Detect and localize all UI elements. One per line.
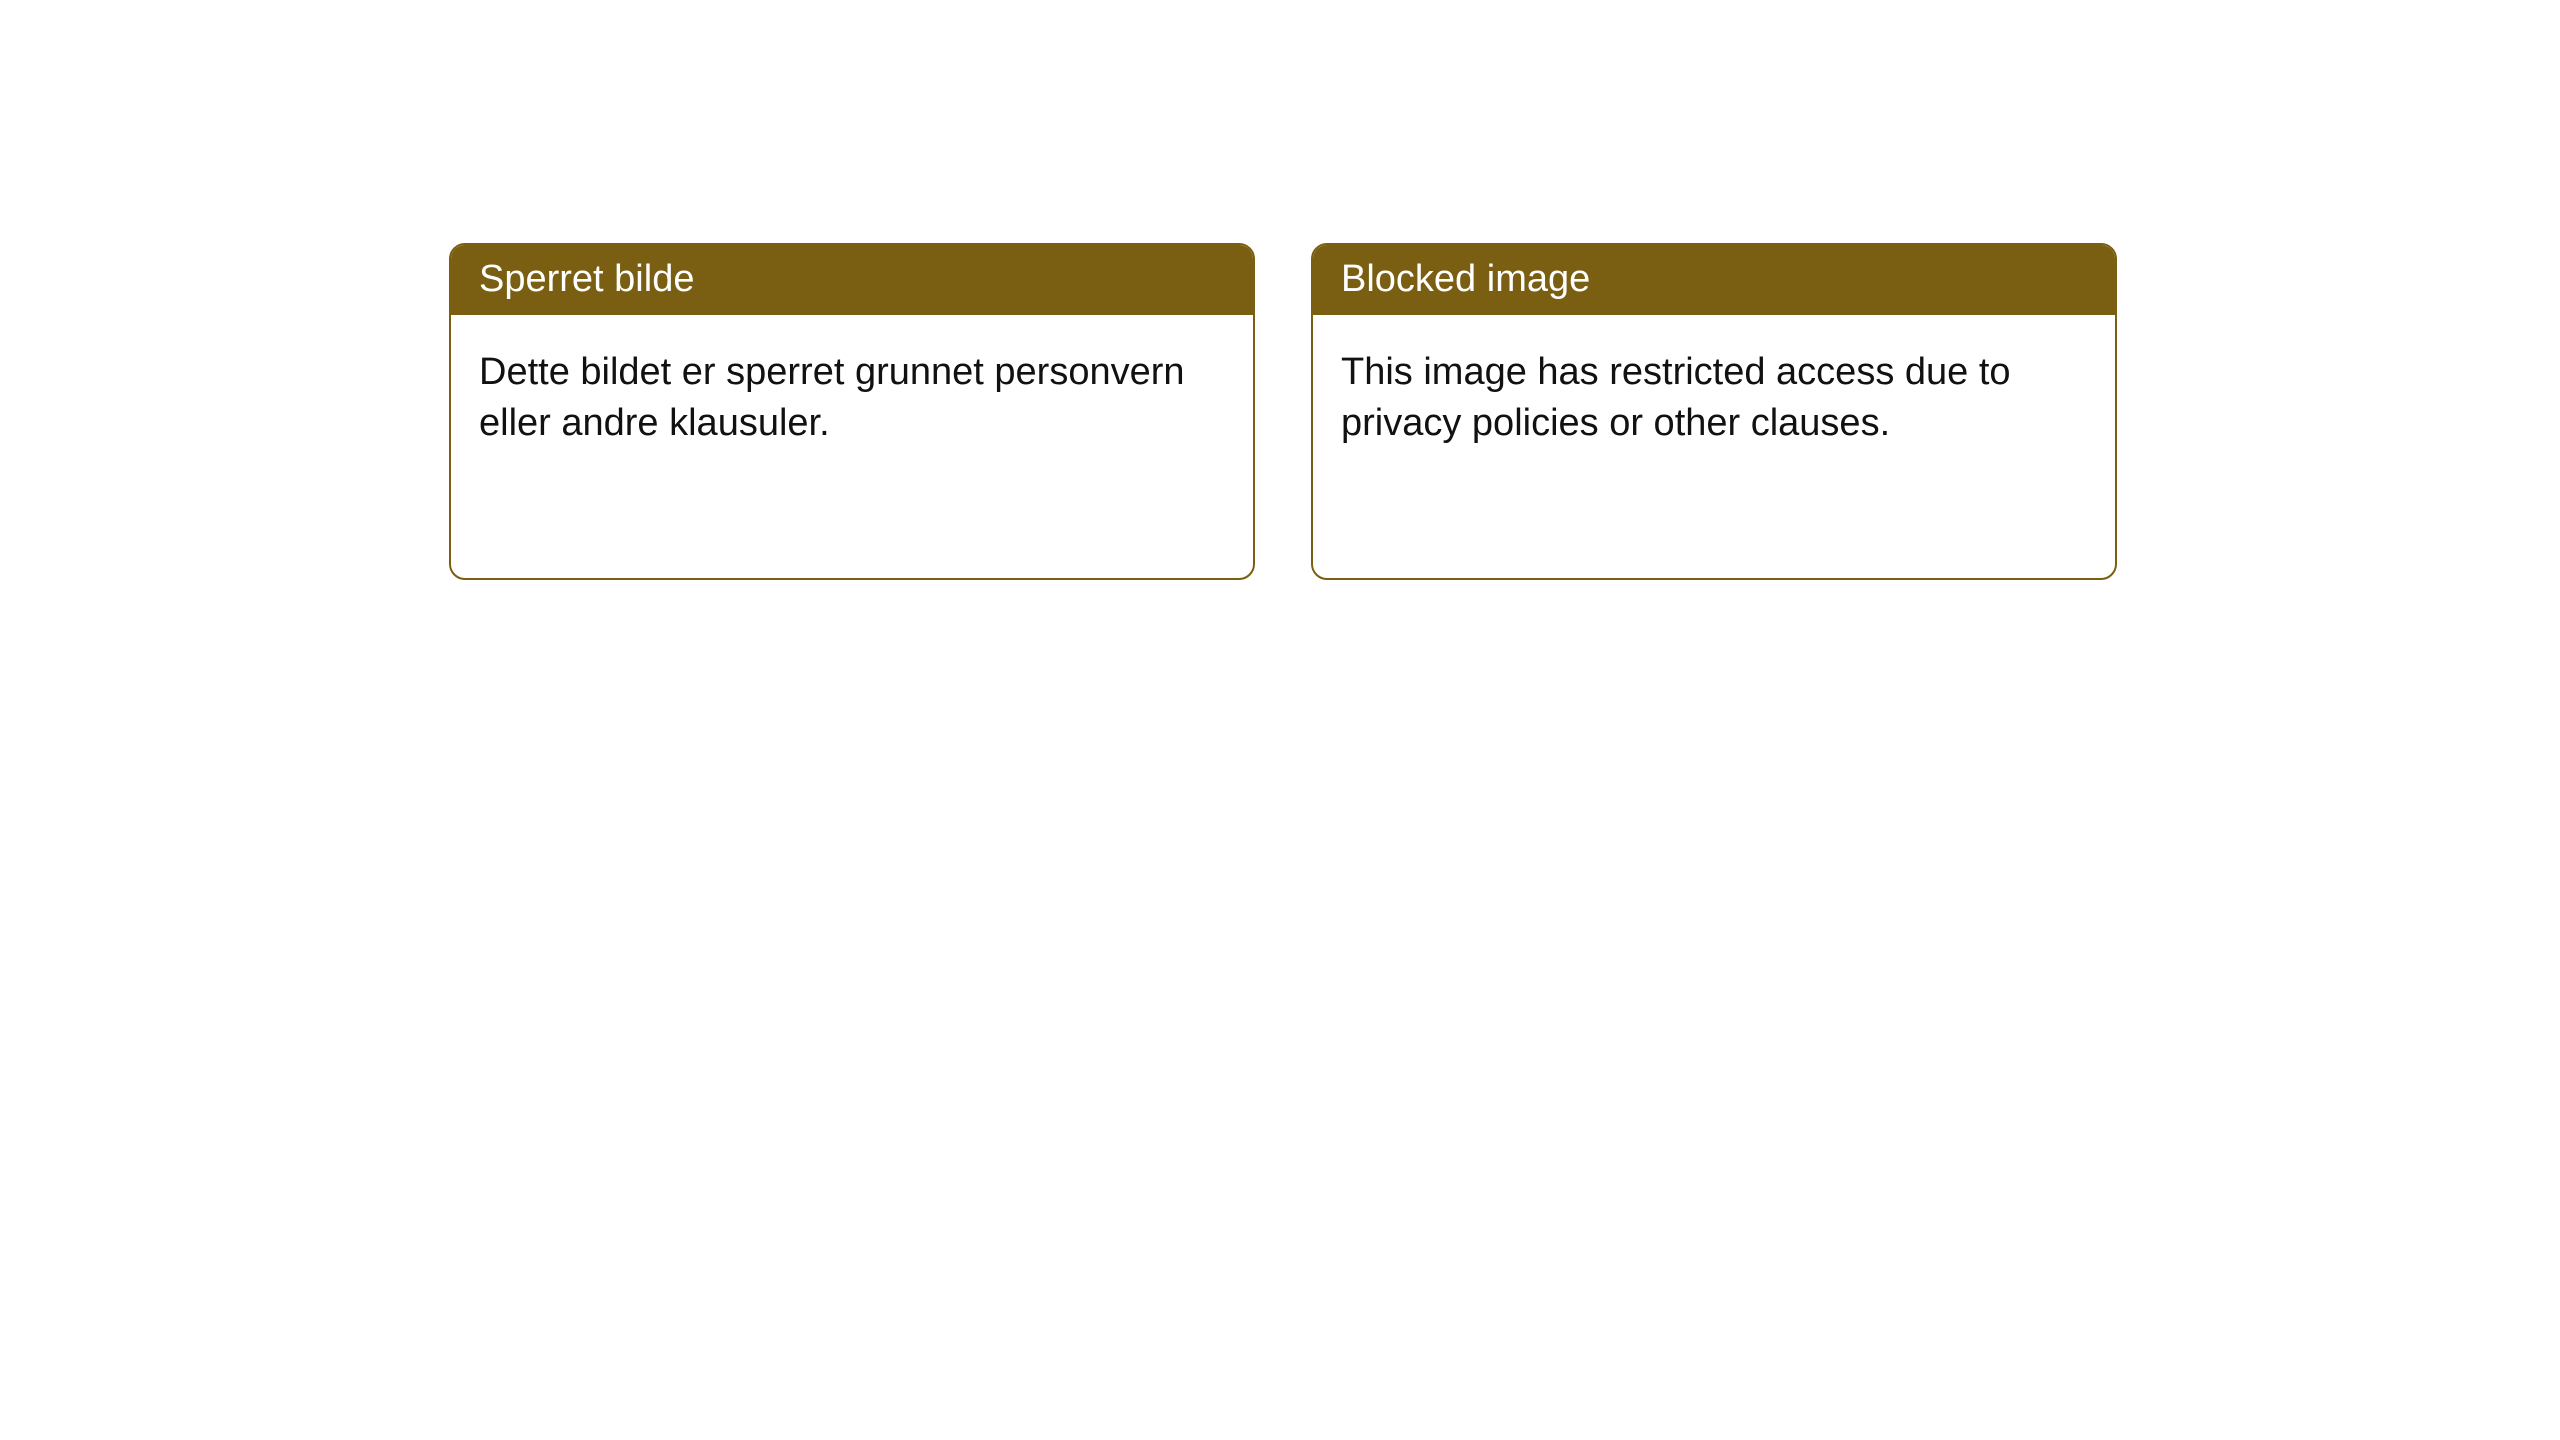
card-title-en: Blocked image [1341,258,1590,300]
card-message-no: Dette bildet er sperret grunnet personve… [479,351,1185,444]
card-header-en: Blocked image [1313,245,2115,315]
card-message-en: This image has restricted access due to … [1341,351,2011,444]
card-header-no: Sperret bilde [451,245,1253,315]
notice-cards-container: Sperret bilde Dette bildet er sperret gr… [449,243,2117,580]
notice-card-en: Blocked image This image has restricted … [1311,243,2117,580]
card-body-no: Dette bildet er sperret grunnet personve… [451,315,1253,482]
notice-card-no: Sperret bilde Dette bildet er sperret gr… [449,243,1255,580]
card-body-en: This image has restricted access due to … [1313,315,2115,482]
card-title-no: Sperret bilde [479,258,694,300]
